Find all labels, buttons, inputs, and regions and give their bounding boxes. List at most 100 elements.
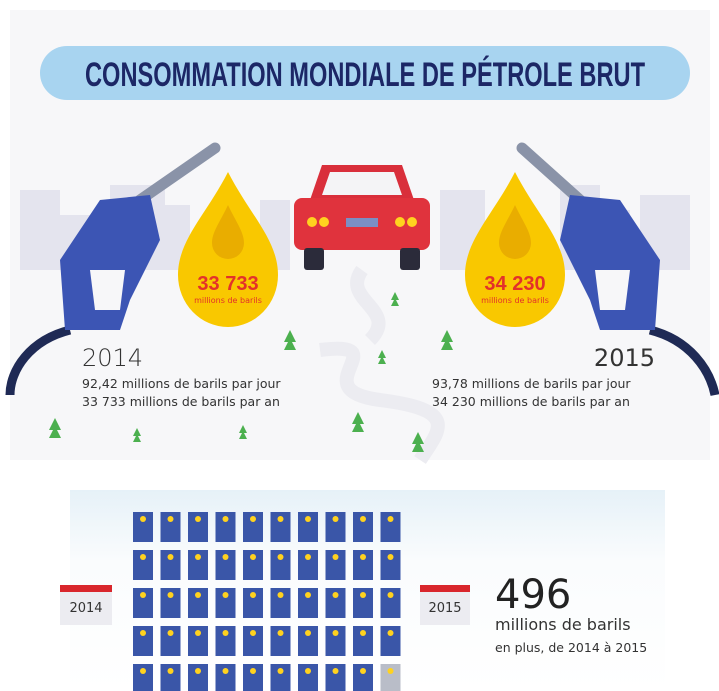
barrel <box>353 664 373 691</box>
barrel <box>188 512 208 542</box>
barrel <box>298 664 318 691</box>
barrel-cap <box>195 668 201 674</box>
barrel-cap <box>360 554 366 560</box>
barrel <box>215 512 236 542</box>
barrel-cap <box>387 516 394 522</box>
barrel <box>243 588 263 618</box>
barrel-cap <box>195 592 201 598</box>
amount-note: en plus, de 2014 à 2015 <box>495 640 647 655</box>
barrel-cap <box>222 592 229 598</box>
amount-unit: millions de barils <box>495 615 631 634</box>
barrel-cap <box>332 668 339 674</box>
drop-unit: millions de barils <box>481 296 549 305</box>
barrel <box>160 588 181 618</box>
barrel-cap <box>387 554 394 560</box>
barrel-cap <box>222 554 229 560</box>
barrel-grid <box>133 512 401 691</box>
title-banner <box>40 46 690 100</box>
barrel-cap <box>250 668 256 674</box>
year-line: 92,42 millions de barils par jour <box>82 376 281 391</box>
barrel <box>243 664 263 691</box>
barrel <box>325 550 346 580</box>
barrel <box>160 664 181 691</box>
barrel <box>133 512 153 542</box>
barrel-cap <box>222 516 229 522</box>
barrel-cap <box>167 516 174 522</box>
barrel <box>380 664 401 691</box>
barrel-cap <box>277 554 284 560</box>
barrel <box>243 512 263 542</box>
barrel-cap <box>332 554 339 560</box>
barrel-cap <box>167 554 174 560</box>
barrel-cap <box>305 630 311 636</box>
barrel-cap <box>250 516 256 522</box>
amount: 496 <box>495 572 571 618</box>
barrel <box>188 550 208 580</box>
barrel-cap <box>305 592 311 598</box>
year-line: 34 230 millions de barils par an <box>432 394 630 409</box>
calendar-year: 2015 <box>428 601 461 616</box>
barrel-cap <box>222 630 229 636</box>
year-line: 33 733 millions de barils par an <box>82 394 280 409</box>
barrel <box>270 626 291 656</box>
barrel-cap <box>250 592 256 598</box>
drop-value: 33 733 <box>197 273 258 295</box>
barrel <box>325 512 346 542</box>
barrel <box>270 550 291 580</box>
barrel-cap <box>277 630 284 636</box>
barrel <box>243 550 263 580</box>
barrel-cap <box>387 630 394 636</box>
right-pump <box>516 142 719 397</box>
barrel <box>298 550 318 580</box>
calendar <box>60 585 112 625</box>
barrel-cap <box>332 516 339 522</box>
barrel <box>380 550 401 580</box>
barrel <box>270 664 291 691</box>
barrel-cap <box>222 668 229 674</box>
barrel-cap <box>140 554 146 560</box>
barrel <box>325 588 346 618</box>
barrel-cap <box>140 592 146 598</box>
calendar-year: 2014 <box>69 601 102 616</box>
barrel <box>215 664 236 691</box>
barrel <box>353 512 373 542</box>
year-line: 93,78 millions de barils par jour <box>432 376 631 391</box>
barrel <box>353 588 373 618</box>
barrel <box>380 588 401 618</box>
barrel-cap <box>277 668 284 674</box>
barrel <box>325 664 346 691</box>
barrel <box>270 588 291 618</box>
left-pump <box>5 142 221 396</box>
barrel-cap <box>305 668 311 674</box>
barrel-cap <box>360 592 366 598</box>
barrel-cap <box>305 554 311 560</box>
barrel <box>215 626 236 656</box>
barrel-cap <box>360 668 366 674</box>
drop-unit: millions de barils <box>194 296 262 305</box>
barrel <box>160 626 181 656</box>
barrel <box>160 550 181 580</box>
barrel <box>325 626 346 656</box>
drop-icon <box>499 205 531 259</box>
barrel <box>243 626 263 656</box>
car <box>294 165 430 270</box>
barrel-cap <box>360 516 366 522</box>
barrel-cap <box>140 630 146 636</box>
barrel <box>188 588 208 618</box>
barrel-cap <box>195 554 201 560</box>
barrel-cap <box>387 592 394 598</box>
barrel-cap <box>250 630 256 636</box>
barrel-cap <box>332 630 339 636</box>
barrel-cap <box>250 554 256 560</box>
barrel <box>298 588 318 618</box>
barrel <box>133 588 153 618</box>
barrel <box>353 626 373 656</box>
barrel <box>380 512 401 542</box>
barrel-cap <box>277 516 284 522</box>
barrel-cap <box>167 668 174 674</box>
barrel-cap <box>360 630 366 636</box>
barrel <box>188 664 208 691</box>
barrel <box>215 550 236 580</box>
barrel <box>298 512 318 542</box>
barrel-cap <box>332 592 339 598</box>
